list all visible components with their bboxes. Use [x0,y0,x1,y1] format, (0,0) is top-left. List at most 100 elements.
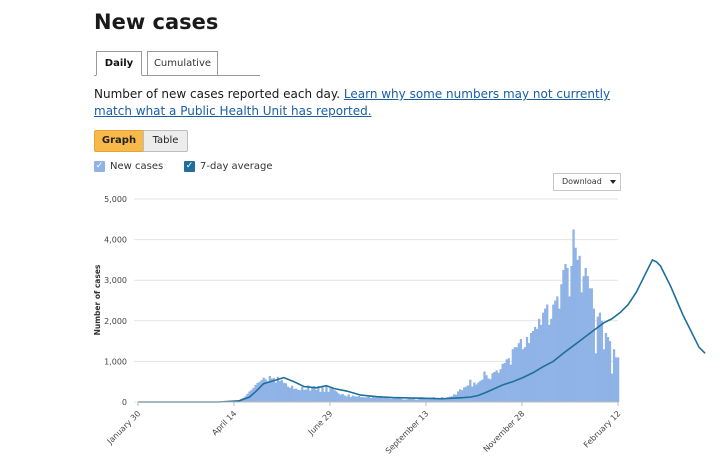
bar [560,284,563,402]
bar [343,395,346,402]
bar [270,378,273,402]
bar [288,387,292,402]
bar [503,363,506,402]
bar [483,371,486,402]
line-series-7-day-average [138,258,706,403]
bar [412,397,415,402]
bar [373,397,377,402]
bar [333,390,336,402]
bar [272,378,275,402]
x-tick-label: January 30 [105,409,143,447]
bar [517,343,521,402]
bar [586,276,589,402]
bar [535,328,539,402]
page-title: New cases [94,10,219,34]
bar [574,247,577,402]
bar [337,393,340,402]
legend-7-day-average[interactable]: ✓ 7-day average [184,160,274,174]
bar [327,391,330,402]
bar [465,386,468,402]
bar [578,255,581,402]
bar [576,259,579,402]
bar [369,397,373,402]
bar [278,380,282,402]
bar [430,397,433,402]
bar [414,399,417,402]
bar [254,384,257,402]
bar [461,390,464,402]
bar [602,349,606,402]
bar [325,386,328,402]
bar [584,268,587,402]
bar [280,380,284,402]
x-tick-label: April 14 [210,409,238,437]
x-tick-label: November 28 [482,409,527,454]
checkbox-new-cases[interactable]: ✓ [94,161,105,172]
bar [507,358,510,402]
chevron-down-icon [610,180,616,184]
bar [606,337,610,402]
bar [290,385,294,402]
y-tick-label: 3,000 [104,276,127,285]
bar [394,397,397,402]
bar [252,387,255,402]
bar [495,370,498,402]
bar [380,397,383,402]
bar [363,397,367,402]
bar [590,288,593,402]
bar [477,382,480,402]
bar [398,397,401,402]
download-dropdown[interactable]: Download [553,173,621,191]
bar [299,390,302,402]
bar [266,381,269,402]
legend-new-cases[interactable]: ✓ New cases [94,160,164,174]
bar [408,398,411,402]
bar [396,397,399,402]
bar [426,399,429,402]
bar [264,379,267,402]
bar [375,396,379,402]
learn-more-link[interactable]: Learn why some numbers may not currently… [94,87,611,118]
bar [303,389,306,402]
bar [345,396,348,402]
bar [529,332,533,402]
bar [260,380,263,402]
bar [274,382,277,402]
bar [501,363,504,402]
tab-cumulative[interactable]: Cumulative [147,51,218,76]
checkbox-7-day-average[interactable]: ✓ [184,161,195,172]
bar [582,276,585,402]
bar [256,382,259,402]
bar [485,375,488,402]
graph-toggle-button[interactable]: Graph [94,130,144,152]
bar [390,398,393,402]
bar [268,376,271,402]
bar [558,308,561,402]
x-tick-label: February 12 [582,409,622,449]
bar [610,373,614,402]
table-toggle-button[interactable]: Table [143,130,188,152]
bar [432,397,435,402]
bar [388,398,391,402]
bar [546,304,549,402]
bar [608,341,612,402]
bar [493,371,496,402]
tab-daily[interactable]: Daily [96,51,142,76]
bar [339,394,342,402]
bar [442,398,446,402]
download-label: Download [562,177,602,186]
y-tick-label: 2,000 [104,317,127,326]
bar [296,389,300,402]
bar [319,391,322,402]
bar [307,385,310,402]
bar [592,308,595,402]
bar [317,386,320,402]
bar [347,394,350,402]
bar [357,395,361,402]
bar [359,397,363,402]
bar [323,391,326,402]
y-axis-label: Number of cases [93,264,102,335]
bar [487,378,490,402]
bar [406,399,409,402]
bar [471,386,474,402]
